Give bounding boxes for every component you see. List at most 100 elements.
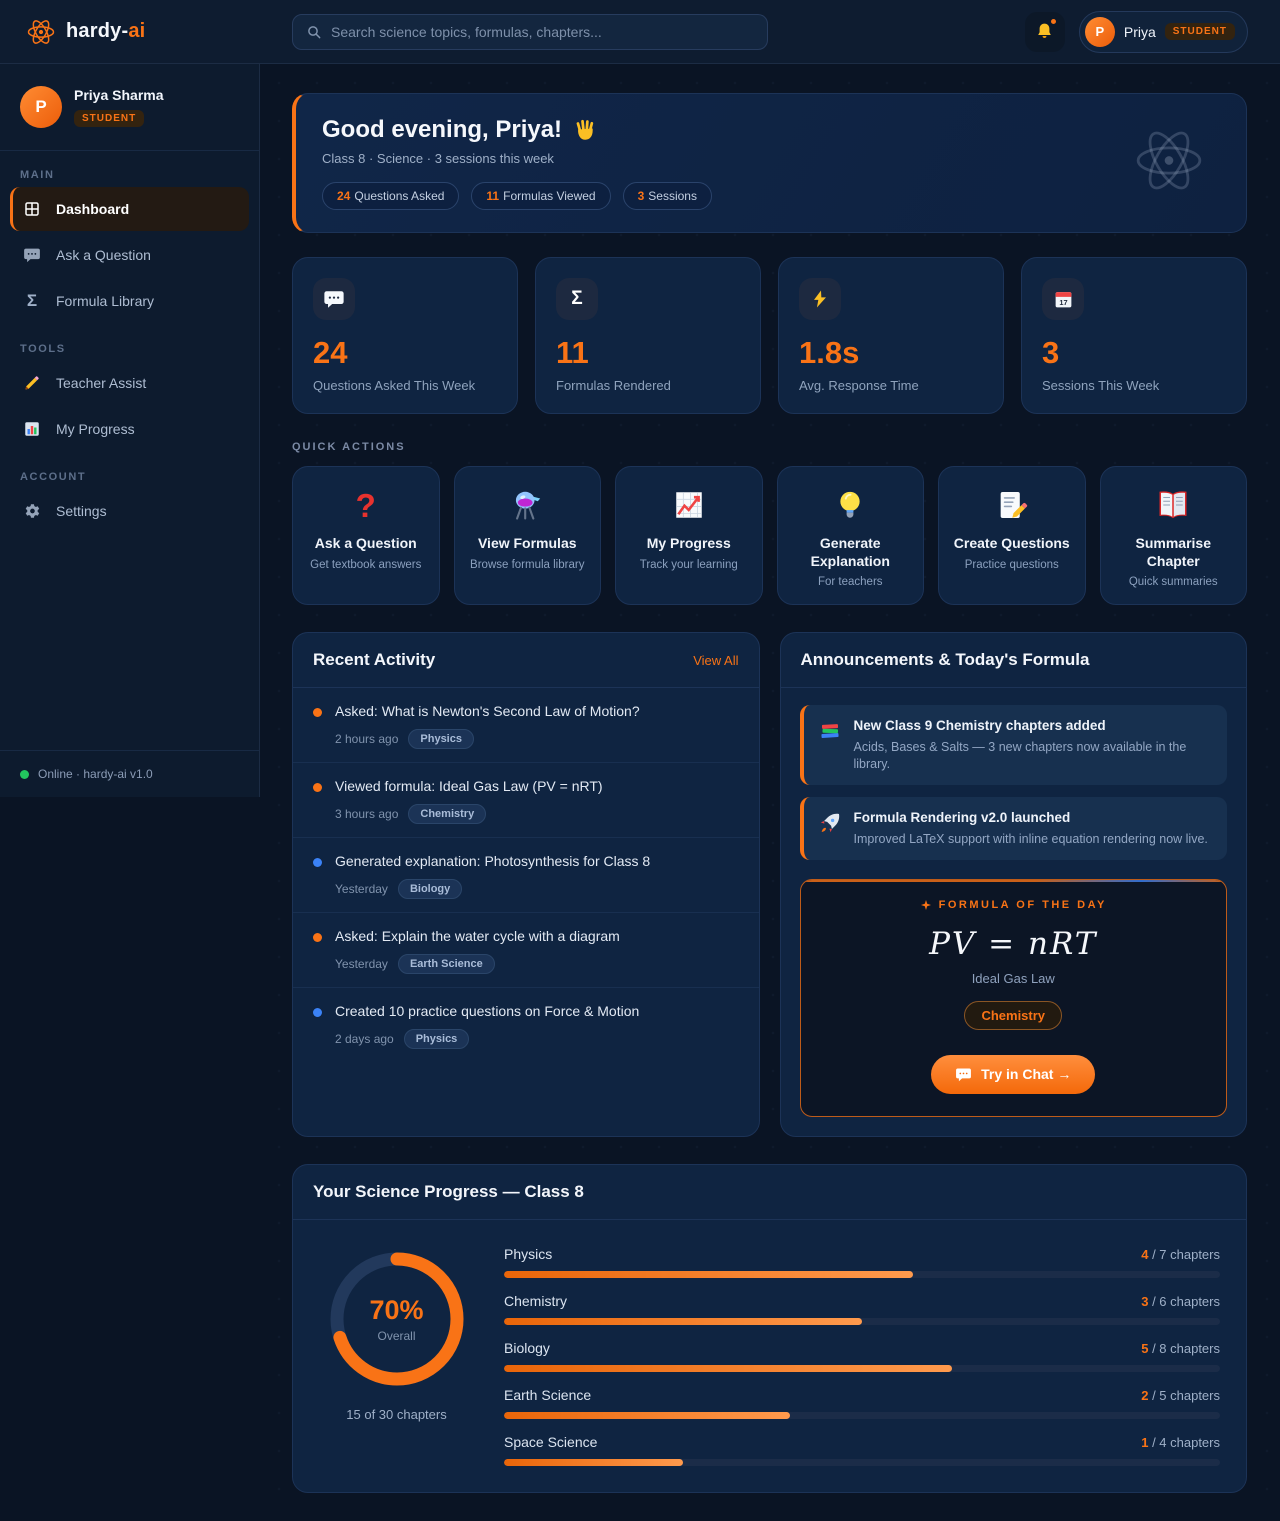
try-in-chat-button[interactable]: Try in Chat → bbox=[931, 1054, 1096, 1094]
stat-card-response-time: 1.8s Avg. Response Time bbox=[778, 257, 1004, 414]
subject-row-physics: Physics 4 / 7 chapters bbox=[504, 1246, 1220, 1278]
profile-role-badge: STUDENT bbox=[74, 110, 145, 127]
stat-card-formulas: Σ 11 Formulas Rendered bbox=[535, 257, 761, 414]
activity-time: Yesterday bbox=[335, 882, 388, 896]
activity-text: Created 10 practice questions on Force &… bbox=[335, 1003, 640, 1019]
nav-section-main: MAIN Dashboard Ask a Question Σ Formula … bbox=[0, 169, 259, 325]
activity-item: Asked: What is Newton's Second Law of Mo… bbox=[293, 688, 759, 763]
quick-action-my-progress[interactable]: My Progress Track your learning bbox=[615, 466, 763, 605]
quick-action-title: Create Questions bbox=[953, 535, 1070, 551]
subject-name: Chemistry bbox=[504, 1292, 568, 1309]
books-icon bbox=[818, 719, 842, 773]
formula-equation: PV = nRT bbox=[929, 925, 1098, 962]
sidebar: P Priya Sharma STUDENT MAIN Dashboard As… bbox=[0, 64, 260, 797]
subject-tag: Biology bbox=[397, 879, 463, 899]
subject-count: 5 / 8 chapters bbox=[1141, 1340, 1220, 1356]
activity-time: 3 hours ago bbox=[335, 807, 399, 821]
activity-text: Asked: Explain the water cycle with a di… bbox=[335, 928, 620, 944]
progress-bar-fill bbox=[504, 1270, 913, 1278]
memo-icon bbox=[949, 486, 1075, 524]
search-icon bbox=[306, 24, 322, 40]
dashboard-grid-icon bbox=[22, 200, 42, 218]
role-badge: STUDENT bbox=[1164, 23, 1235, 40]
recent-activity-panel: Recent Activity View All Asked: What is … bbox=[292, 632, 760, 1137]
sigma-icon: Σ bbox=[26, 291, 38, 310]
topbar-right: P Priya STUDENT bbox=[1024, 10, 1280, 53]
subject-row-biology: Biology 5 / 8 chapters bbox=[504, 1340, 1220, 1372]
stat-label: Sessions This Week bbox=[1042, 378, 1160, 393]
quick-action-summarise-chapter[interactable]: Summarise Chapter Quick summaries bbox=[1099, 466, 1247, 605]
subject-count: 4 / 7 chapters bbox=[1141, 1246, 1220, 1262]
announcement-item: New Class 9 Chemistry chapters added Aci… bbox=[799, 705, 1227, 785]
main-content: Good evening, Priya! Class 8 · Science ·… bbox=[260, 64, 1280, 1521]
nav-section-tools: TOOLS Teacher Assist My Progress bbox=[0, 343, 259, 453]
overall-label: Overall bbox=[377, 1328, 416, 1343]
svg-text:17: 17 bbox=[1059, 298, 1067, 307]
formula-subject-tag: Chemistry bbox=[964, 1000, 1063, 1030]
online-status-dot bbox=[20, 769, 29, 779]
activity-time: Yesterday bbox=[335, 957, 388, 971]
avatar: P bbox=[20, 86, 62, 128]
activity-dot bbox=[313, 708, 322, 717]
announcement-title: New Class 9 Chemistry chapters added bbox=[853, 718, 1106, 733]
quick-action-subtitle: Browse formula library bbox=[470, 558, 585, 571]
chat-bubble-icon bbox=[955, 1066, 972, 1083]
sidebar-item-formula-library[interactable]: Σ Formula Library bbox=[10, 279, 249, 323]
user-menu[interactable]: P Priya STUDENT bbox=[1078, 10, 1248, 53]
activity-list: Asked: What is Newton's Second Law of Mo… bbox=[293, 688, 759, 1062]
search-input[interactable] bbox=[331, 23, 754, 40]
activity-text: Asked: What is Newton's Second Law of Mo… bbox=[335, 703, 640, 719]
progress-bar-fill bbox=[504, 1411, 791, 1419]
stat-value: 11 bbox=[556, 335, 589, 370]
question-mark-icon: ? bbox=[355, 486, 376, 524]
atom-watermark-icon bbox=[1132, 124, 1206, 203]
quick-action-title: Summarise Chapter bbox=[1135, 535, 1211, 569]
bar-chart-icon bbox=[22, 420, 42, 438]
chapters-summary: 15 of 30 chapters bbox=[346, 1406, 447, 1422]
overall-progress-donut: 70% Overall 15 of 30 chapters bbox=[319, 1244, 474, 1466]
activity-dot bbox=[313, 858, 322, 867]
gear-icon bbox=[22, 502, 42, 520]
topbar: hardy-ai P Priya STUDENT bbox=[0, 0, 1280, 64]
quick-action-generate-explanation[interactable]: Generate Explanation For teachers bbox=[776, 466, 924, 605]
sidebar-item-my-progress[interactable]: My Progress bbox=[10, 407, 249, 451]
announcement-description: Improved LaTeX support with inline equat… bbox=[853, 831, 1208, 846]
rocket-icon bbox=[818, 811, 842, 848]
activity-dot bbox=[313, 783, 322, 792]
sidebar-item-dashboard[interactable]: Dashboard bbox=[10, 187, 249, 231]
announcement-item: Formula Rendering v2.0 launched Improved… bbox=[799, 796, 1227, 860]
chat-bubble-icon bbox=[22, 246, 42, 264]
panel-title: Your Science Progress — Class 8 bbox=[313, 1181, 584, 1201]
sidebar-item-label: Teacher Assist bbox=[56, 375, 147, 391]
stat-label: Avg. Response Time bbox=[799, 378, 919, 393]
sidebar-item-label: Dashboard bbox=[56, 201, 130, 217]
subject-row-earth-science: Earth Science 2 / 5 chapters bbox=[504, 1387, 1220, 1419]
sidebar-item-settings[interactable]: Settings bbox=[10, 489, 249, 533]
search-bar[interactable] bbox=[292, 13, 768, 50]
science-progress-panel: Your Science Progress — Class 8 70% Over… bbox=[292, 1163, 1247, 1493]
sidebar-footer: Online · hardy-ai v1.0 bbox=[0, 750, 259, 797]
sidebar-item-ask-a-question[interactable]: Ask a Question bbox=[10, 233, 249, 277]
quick-action-create-questions[interactable]: Create Questions Practice questions bbox=[938, 466, 1086, 605]
notifications-button[interactable] bbox=[1024, 11, 1065, 52]
sidebar-item-label: My Progress bbox=[56, 421, 135, 437]
quick-action-subtitle: Get textbook answers bbox=[310, 558, 422, 571]
quick-action-subtitle: Practice questions bbox=[964, 558, 1059, 571]
calendar-icon: 17 bbox=[1042, 278, 1084, 320]
activity-text: Viewed formula: Ideal Gas Law (PV = nRT) bbox=[335, 778, 603, 794]
pill-sessions: 3 Sessions bbox=[622, 182, 712, 210]
progress-bar-fill bbox=[504, 1364, 952, 1372]
quick-action-ask-question[interactable]: ? Ask a Question Get textbook answers bbox=[292, 466, 440, 605]
view-all-link[interactable]: View All bbox=[693, 652, 739, 668]
atom-logo-icon bbox=[26, 17, 56, 47]
stat-card-sessions: 17 3 Sessions This Week bbox=[1021, 257, 1247, 414]
overall-percent: 70% bbox=[369, 1294, 424, 1325]
quick-action-view-formulas[interactable]: View Formulas Browse formula library bbox=[453, 466, 601, 605]
welcome-title: Good evening, Priya! bbox=[322, 116, 1220, 144]
subject-count: 1 / 4 chapters bbox=[1141, 1434, 1220, 1450]
panel-title: Recent Activity bbox=[313, 650, 436, 669]
welcome-subtitle: Class 8 · Science · 3 sessions this week bbox=[322, 151, 554, 166]
activity-item: Viewed formula: Ideal Gas Law (PV = nRT)… bbox=[293, 763, 759, 838]
sidebar-item-teacher-assist[interactable]: Teacher Assist bbox=[10, 361, 249, 405]
formula-name: Ideal Gas Law bbox=[971, 970, 1055, 986]
